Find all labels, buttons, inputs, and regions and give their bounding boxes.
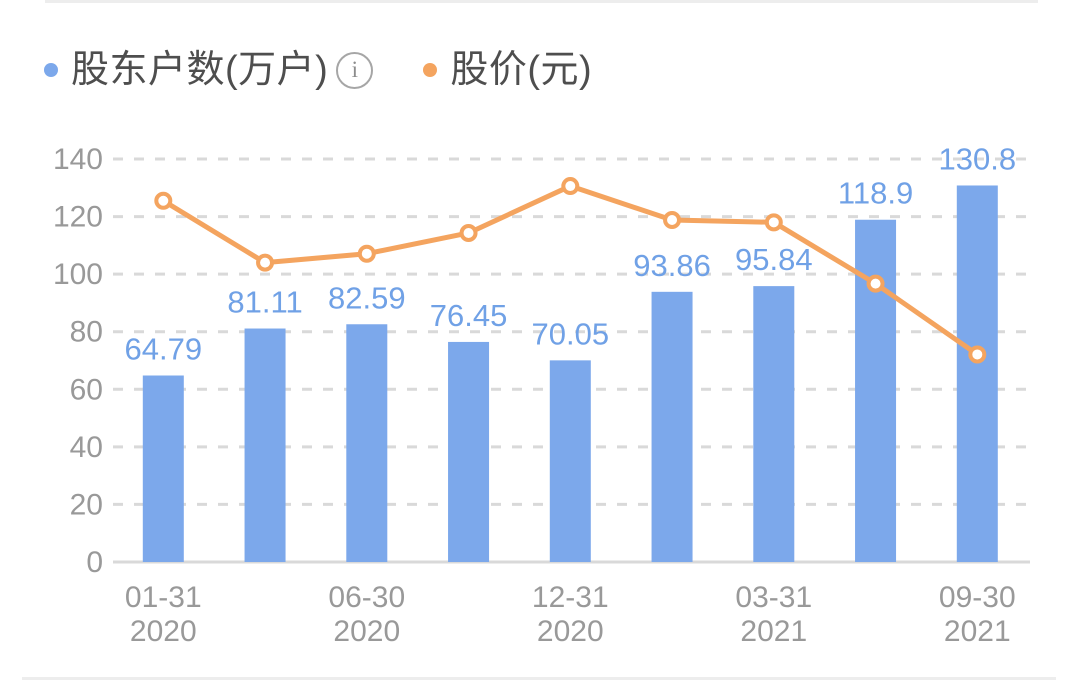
bar-shareholders-8[interactable] (956, 185, 998, 563)
y-tick-label: 20 (70, 488, 103, 521)
x-tick-label: 12-31 (532, 581, 609, 614)
x-tick-label: 2020 (333, 615, 400, 648)
legend-item-shareholders[interactable]: 股东户数(万户) i (44, 46, 374, 94)
bar-shareholders-6[interactable] (753, 286, 795, 562)
y-tick-label: 0 (86, 546, 103, 579)
x-tick-label: 2020 (130, 615, 197, 648)
bar-value-label: 70.05 (532, 316, 610, 351)
bar-shareholders-1[interactable] (244, 328, 286, 562)
top-divider (45, 0, 1038, 3)
y-tick-label: 60 (70, 373, 103, 406)
x-tick-label: 09-30 (939, 581, 1016, 614)
bar-shareholders-4[interactable] (549, 360, 591, 562)
y-tick-label: 80 (70, 316, 103, 349)
bar-shareholders-0[interactable] (142, 375, 184, 562)
legend-dot-blue (44, 63, 58, 77)
bar-value-label: 64.79 (125, 331, 203, 366)
bar-shareholders-7[interactable] (855, 219, 897, 562)
price-point-1[interactable] (256, 253, 275, 272)
bottom-divider (22, 677, 1056, 680)
x-tick-label: 2021 (740, 615, 807, 648)
info-icon[interactable]: i (336, 51, 374, 89)
price-point-5[interactable] (663, 211, 682, 230)
price-point-8[interactable] (968, 345, 987, 364)
bar-value-label: 130.8 (939, 141, 1017, 176)
bar-value-label: 82.59 (328, 280, 406, 315)
price-point-0[interactable] (154, 191, 173, 210)
bar-shareholders-5[interactable] (651, 291, 693, 562)
bar-value-label: 76.45 (430, 298, 508, 333)
bar-value-label: 81.11 (227, 285, 302, 320)
y-tick-label: 40 (70, 431, 103, 464)
y-tick-label: 120 (53, 201, 103, 234)
x-tick-label: 2020 (537, 615, 604, 648)
price-point-7[interactable] (866, 274, 885, 293)
price-point-2[interactable] (357, 244, 376, 263)
legend-label-price: 股价(元) (450, 49, 593, 91)
bar-value-label: 118.9 (838, 176, 913, 211)
x-tick-label: 01-31 (125, 581, 202, 614)
bar-shareholders-2[interactable] (346, 324, 388, 562)
price-point-4[interactable] (561, 177, 580, 196)
x-tick-label: 03-31 (735, 581, 812, 614)
y-tick-label: 140 (53, 143, 103, 176)
price-point-6[interactable] (764, 213, 783, 232)
bar-shareholders-3[interactable] (448, 341, 490, 562)
legend-label-shareholders: 股东户数(万户) (71, 49, 329, 91)
legend: 股东户数(万户) i 股价(元) (44, 46, 592, 94)
x-tick-label: 06-30 (328, 581, 405, 614)
legend-item-price[interactable]: 股价(元) (423, 46, 592, 94)
legend-dot-orange (423, 63, 438, 77)
price-point-3[interactable] (459, 223, 478, 242)
bar-value-label: 93.86 (633, 248, 711, 283)
x-tick-label: 2021 (944, 615, 1011, 648)
bar-value-label: 95.84 (735, 242, 813, 277)
y-tick-label: 100 (53, 258, 103, 291)
